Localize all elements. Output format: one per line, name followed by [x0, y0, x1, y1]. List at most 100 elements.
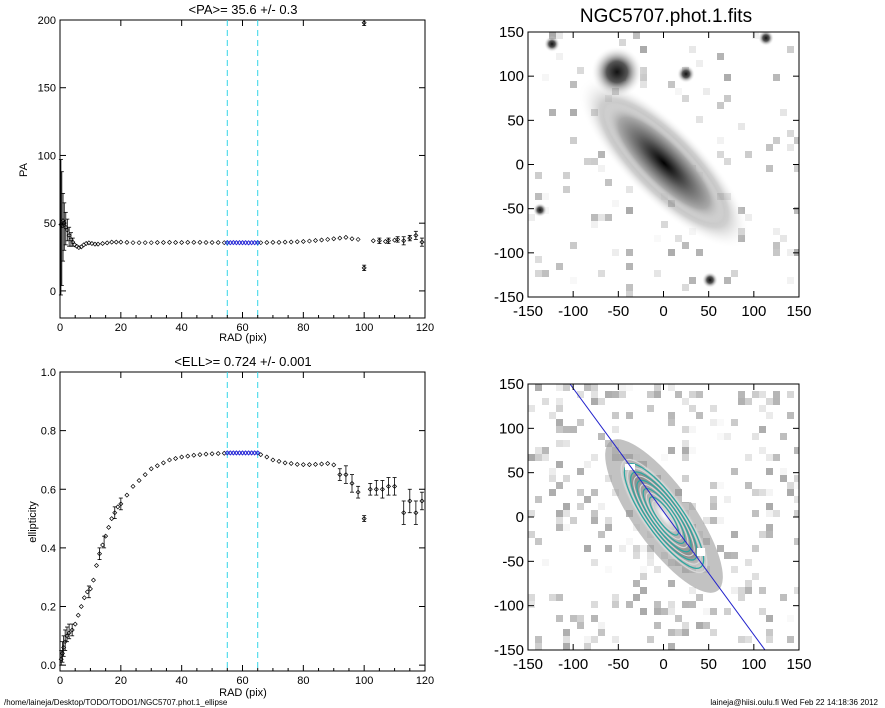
ell-data-point: [136, 477, 142, 483]
pa-fit-point: [248, 239, 255, 246]
ell-fit-point: [251, 450, 258, 456]
ell-data-point: [62, 639, 68, 645]
img2-y-tick-label: 50: [507, 465, 524, 482]
ell-x-tick-label: 40: [176, 675, 188, 687]
pa-data-point: [76, 245, 82, 251]
img1-y-tick-label: 0: [516, 157, 524, 174]
ell-data-point: [367, 486, 373, 492]
ell-y-tick-label: 0.8: [41, 426, 56, 438]
pa-x-tick-label: 60: [236, 322, 248, 334]
pa-data-point: [355, 236, 361, 242]
ell-y-axis-label: ellipticity: [27, 501, 39, 543]
ell-data-point: [264, 454, 270, 460]
ell-fit-point: [239, 450, 246, 456]
ell-x-tick-label: 120: [416, 675, 434, 687]
pa-data-point: [288, 239, 294, 245]
ell-x-tick-label: 20: [115, 675, 127, 687]
ell-data-point: [160, 460, 166, 466]
ell-data-point: [331, 462, 337, 468]
pa-data-point: [185, 239, 191, 245]
img1-x-tick-label: 50: [700, 303, 717, 320]
pa-data-point: [419, 239, 425, 245]
ell-fit-point: [233, 450, 240, 456]
ell-y-tick-label: 0.0: [41, 660, 56, 672]
img2-y-tick-label: -100: [494, 598, 524, 615]
ell-data-point: [197, 452, 203, 458]
img1-x-tick-label: 100: [741, 303, 766, 320]
ell-x-tick-label: 60: [236, 675, 248, 687]
ell-data-point: [66, 630, 72, 636]
pa-fit-point: [245, 240, 252, 246]
ell-data-point: [386, 483, 391, 489]
pa-y-tick-label: 150: [38, 83, 56, 95]
ell-data-point: [288, 460, 294, 466]
ell-plot-frame: [59, 371, 426, 672]
pa-data-point: [306, 238, 312, 244]
pa-fit-point: [255, 239, 261, 246]
ell-data-point: [258, 452, 264, 458]
ell-data-point: [343, 472, 349, 478]
pa-data-point: [282, 239, 288, 245]
pa-data-point: [167, 239, 172, 245]
position-angle-line: [569, 384, 766, 650]
ell-data-point: [419, 498, 425, 504]
img2-y-tick-label: -150: [494, 642, 524, 659]
pa-data-point: [276, 239, 282, 245]
ell-data-point: [313, 461, 318, 467]
ell-data-point: [355, 489, 361, 495]
pa-data-point: [160, 240, 166, 246]
pa-data-point: [361, 265, 367, 271]
pa-fit-point: [251, 239, 258, 246]
ell-data-point: [270, 457, 276, 463]
masked-region: [697, 548, 705, 556]
img2-x-tick-label: 100: [741, 656, 766, 673]
galaxy-image-panel: NGC5707.phot.1.fits -150 -100 -50 0 50 100 150…: [494, 6, 812, 320]
ell-y-tick-label: 0.4: [41, 543, 56, 555]
pa-data-point: [270, 239, 276, 245]
pa-data-point: [221, 240, 227, 246]
masked-region: [625, 464, 635, 470]
pa-data-point: [376, 238, 382, 244]
pa-data-point: [100, 241, 106, 246]
pa-data-point: [203, 240, 209, 246]
ell-data-point: [173, 455, 179, 461]
ell-data-point: [300, 462, 306, 468]
footer-file-path: /home/laineja/Desktop/TODO/TODO1/NGC5707…: [4, 698, 228, 707]
pa-data-point: [361, 20, 367, 26]
ell-fit-point: [255, 450, 261, 456]
pa-data-point: [313, 238, 318, 244]
pa-data-point: [215, 240, 221, 246]
ell-data-point: [112, 510, 118, 516]
pa-data-point: [70, 239, 76, 245]
ell-fit-point: [242, 450, 249, 456]
img2-x-tick-label: 150: [786, 656, 811, 673]
pa-data-point: [136, 240, 142, 246]
star-source: [533, 203, 547, 217]
ell-data-point: [72, 621, 78, 627]
ell-data-point: [215, 450, 221, 456]
pa-profile-chart: <PA>= 35.6 +/- 0.3 0 20 40 60 80 100 120 0 50 10…: [18, 2, 434, 344]
ell-data-point: [337, 472, 343, 478]
masked-region: [682, 488, 692, 502]
pa-y-tick-label: 50: [44, 218, 56, 230]
ell-fit-point: [224, 450, 230, 456]
ell-data-point: [167, 457, 172, 463]
pa-data-point: [197, 239, 203, 245]
pa-data-point: [74, 243, 80, 249]
pa-data-point: [109, 239, 115, 245]
pa-data-point: [59, 223, 65, 229]
img2-x-tick-label: -100: [558, 656, 588, 673]
img1-y-tick-label: 100: [499, 68, 524, 85]
ell-fit-point: [245, 450, 252, 456]
pa-data-point: [68, 236, 74, 242]
pa-data-point: [413, 232, 419, 238]
pa-fit-point: [233, 239, 240, 246]
ell-data-point: [58, 656, 64, 662]
ell-x-tick-label: 80: [297, 675, 309, 687]
img2-y-tick-label: 0: [516, 509, 524, 526]
ell-data-point: [191, 452, 197, 458]
pa-fit-point: [236, 239, 243, 246]
pa-fit-point: [227, 239, 234, 246]
pa-data-point: [258, 240, 264, 246]
img2-x-tick-label: -50: [607, 656, 629, 673]
